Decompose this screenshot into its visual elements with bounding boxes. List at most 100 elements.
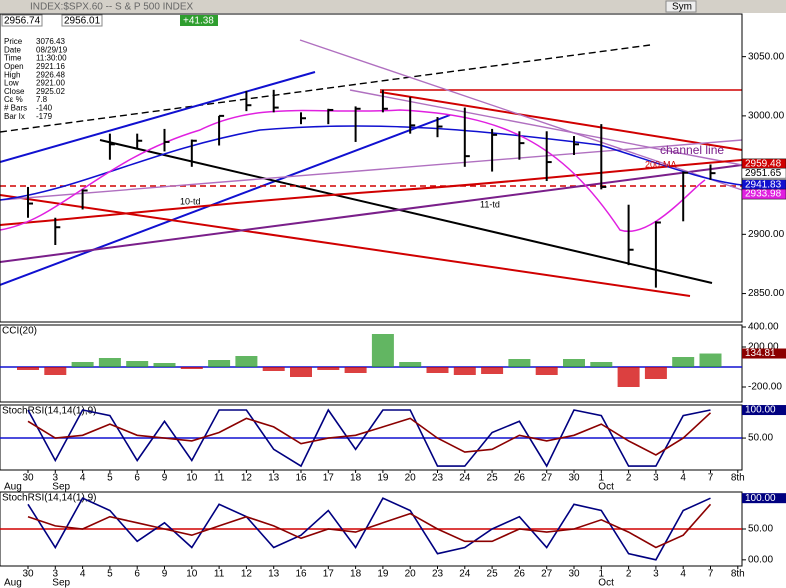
trendline <box>0 164 743 263</box>
month-label: Aug <box>4 482 22 493</box>
annotation: 200-MA <box>645 159 677 169</box>
last-value: 100.00 <box>745 493 776 504</box>
x-tick-label: 7 <box>708 569 714 580</box>
x-tick-label: 2 <box>626 473 632 484</box>
trendlines <box>0 39 743 297</box>
x-tick-label: 26 <box>514 473 526 484</box>
cci-bar <box>290 367 312 377</box>
x-tick-label: 3 <box>653 473 659 484</box>
x-tick-label: 27 <box>541 569 553 580</box>
x-tick-label: 27 <box>541 473 553 484</box>
x-tick-label: 17 <box>323 569 335 580</box>
panel-title: CCI(20) <box>2 326 37 337</box>
last-value-box <box>742 493 786 504</box>
x-tick-label: 1 <box>599 473 605 484</box>
cci-bar <box>563 359 585 367</box>
info-value: 2921.00 <box>36 79 65 88</box>
month-label: Sep <box>52 578 70 588</box>
panel-title: StochRSI(14,14(1),9) <box>2 493 97 504</box>
info-label: # Bars <box>4 104 27 113</box>
x-tick-label: 5 <box>107 473 113 484</box>
x-tick-label: 16 <box>295 569 307 580</box>
y-tick-label: 00.00 <box>748 554 773 565</box>
header-value: +41.38 <box>183 16 214 27</box>
stoch-line <box>27 408 711 468</box>
trendline <box>99 139 713 284</box>
info-value: -140 <box>36 104 53 113</box>
x-tick-label: 30 <box>22 473 34 484</box>
x-tick-label: 12 <box>241 473 253 484</box>
last-value: 134.81 <box>745 348 776 359</box>
x-tick-label: 19 <box>377 473 389 484</box>
x-tick-label: 19 <box>377 569 389 580</box>
x-tick-label: 7 <box>708 473 714 484</box>
x-tick-label: 13 <box>268 473 280 484</box>
x-tick-label: 24 <box>459 569 471 580</box>
x-tick-label: 30 <box>568 473 580 484</box>
cci-bar <box>644 367 667 379</box>
x-tick-label: 20 <box>405 569 417 580</box>
x-tick-label: 16 <box>295 473 307 484</box>
x-tick-label: 9 <box>162 473 168 484</box>
y-tick-label: 3000.00 <box>748 111 785 122</box>
cci-bar <box>17 367 39 370</box>
annotation: 11-td <box>480 199 500 209</box>
x-tick-label: 6 <box>134 473 140 484</box>
y-tick-label: 400.00 <box>748 322 779 333</box>
sym-button[interactable] <box>665 0 697 13</box>
x-tick-label: 12 <box>241 569 253 580</box>
cci-bar <box>672 357 695 367</box>
sym-label: Sym <box>672 2 692 13</box>
x-tick-label: 18 <box>350 473 362 484</box>
trendline <box>0 194 691 297</box>
x-tick-label: 11 <box>214 473 225 484</box>
x-tick-label: 3 <box>53 569 59 580</box>
panel-title: StochRSI(14,14(1),9) <box>2 406 97 417</box>
x-tick-label: 25 <box>487 473 499 484</box>
cci-bar <box>98 358 121 367</box>
y-tick-label: 50.00 <box>748 524 773 535</box>
annotation: channel line <box>660 143 724 157</box>
x-tick-label: 10 <box>186 569 198 580</box>
last-value-box <box>742 348 786 359</box>
x-tick-label: 8th <box>731 569 745 580</box>
info-value: -179 <box>36 112 53 121</box>
month-label: Aug <box>4 578 22 588</box>
y-tick-label: -200.00 <box>748 382 782 393</box>
x-tick-label: 8th <box>731 473 745 484</box>
x-tick-label: 9 <box>162 569 168 580</box>
info-value: 2921.16 <box>36 62 65 71</box>
moving-average <box>0 125 743 201</box>
x-tick-label: 25 <box>487 569 499 580</box>
cci-bar <box>235 356 258 367</box>
stoch-line <box>27 497 711 561</box>
cci-bar <box>590 362 613 367</box>
x-tick-label: 24 <box>459 473 471 484</box>
cci-bar <box>126 361 149 367</box>
header-bar <box>0 0 786 13</box>
x-tick-label: 23 <box>432 569 444 580</box>
price-label: 2933.98 <box>745 189 782 200</box>
last-value: 100.00 <box>745 405 776 416</box>
y-tick-label: 2900.00 <box>748 229 785 240</box>
cci-bar <box>208 360 231 367</box>
info-label: Time <box>4 54 22 63</box>
moving-average <box>0 159 743 226</box>
x-tick-label: 5 <box>107 569 113 580</box>
cci-bar <box>426 367 449 373</box>
x-tick-label: 18 <box>350 569 362 580</box>
x-tick-label: 26 <box>514 569 526 580</box>
x-tick-label: 4 <box>80 569 86 580</box>
cci-bar <box>453 367 476 375</box>
price-label-box <box>741 188 786 200</box>
cci-bar <box>153 363 176 367</box>
cci-bar <box>344 367 367 373</box>
info-value: 08/29/19 <box>36 45 68 54</box>
cci-bar <box>44 367 67 375</box>
info-value: 11:30:00 <box>36 54 67 63</box>
y-tick-label: 2850.00 <box>748 288 785 299</box>
x-tick-label: 4 <box>680 569 686 580</box>
info-value: 2926.48 <box>36 70 65 79</box>
